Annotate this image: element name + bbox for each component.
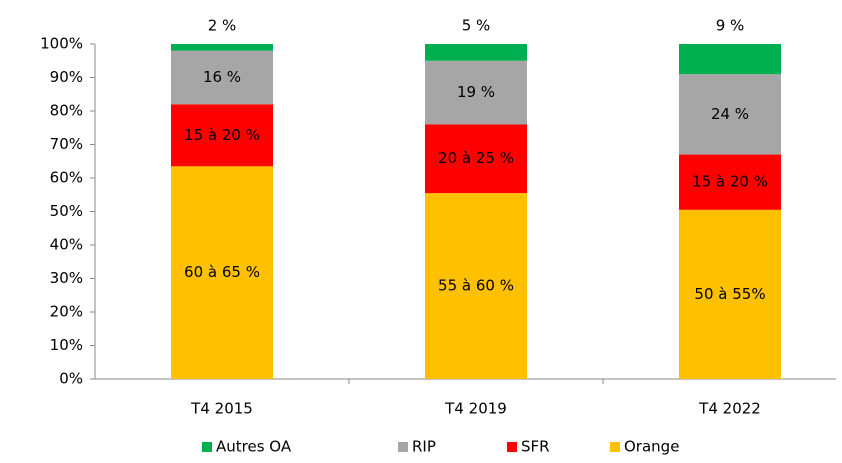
data-label: 60 à 65 %	[184, 263, 260, 281]
legend-label: SFR	[521, 438, 550, 456]
y-tick-label: 70%	[50, 135, 83, 153]
data-label: 5 %	[462, 17, 491, 35]
y-tick-label: 90%	[50, 68, 83, 86]
x-tick-label: T4 2022	[698, 400, 761, 418]
legend-label: Orange	[624, 438, 679, 456]
legend-swatch	[610, 442, 620, 452]
bar-segment	[425, 60, 527, 125]
bar-segment	[171, 166, 273, 379]
bar-segment	[679, 209, 781, 379]
bar-segment	[425, 124, 527, 194]
y-tick-label: 20%	[50, 303, 83, 321]
bar-segment	[425, 193, 527, 379]
data-label: 2 %	[208, 17, 237, 35]
y-tick-label: 100%	[40, 35, 83, 53]
data-label: 15 à 20 %	[692, 173, 768, 191]
bar-segment	[679, 74, 781, 155]
y-tick-label: 10%	[50, 336, 83, 354]
y-tick-label: 0%	[59, 370, 83, 388]
data-label: 15 à 20 %	[184, 126, 260, 144]
legend-swatch	[202, 442, 212, 452]
data-label: 20 à 25 %	[438, 149, 514, 167]
bar-segment	[425, 44, 527, 61]
legend-label: Autres OA	[216, 438, 292, 456]
y-tick-label: 80%	[50, 102, 83, 120]
legend-swatch	[507, 442, 517, 452]
data-label: 50 à 55%	[694, 285, 765, 303]
bar-segment	[171, 44, 273, 51]
bar-segment	[679, 154, 781, 210]
data-label: 9 %	[716, 17, 745, 35]
y-tick-label: 60%	[50, 169, 83, 187]
legend-swatch	[398, 442, 408, 452]
y-tick-label: 30%	[50, 269, 83, 287]
legend-label: RIP	[412, 438, 436, 456]
y-tick-label: 50%	[50, 202, 83, 220]
data-label: 55 à 60 %	[438, 277, 514, 295]
y-tick-label: 40%	[50, 236, 83, 254]
bar-segment	[171, 50, 273, 105]
x-tick-label: T4 2019	[444, 400, 507, 418]
bar-segment	[679, 44, 781, 75]
bar-segment	[171, 104, 273, 167]
x-tick-label: T4 2015	[190, 400, 253, 418]
data-label: 16 %	[203, 68, 241, 86]
data-label: 19 %	[457, 83, 495, 101]
data-label: 24 %	[711, 105, 749, 123]
